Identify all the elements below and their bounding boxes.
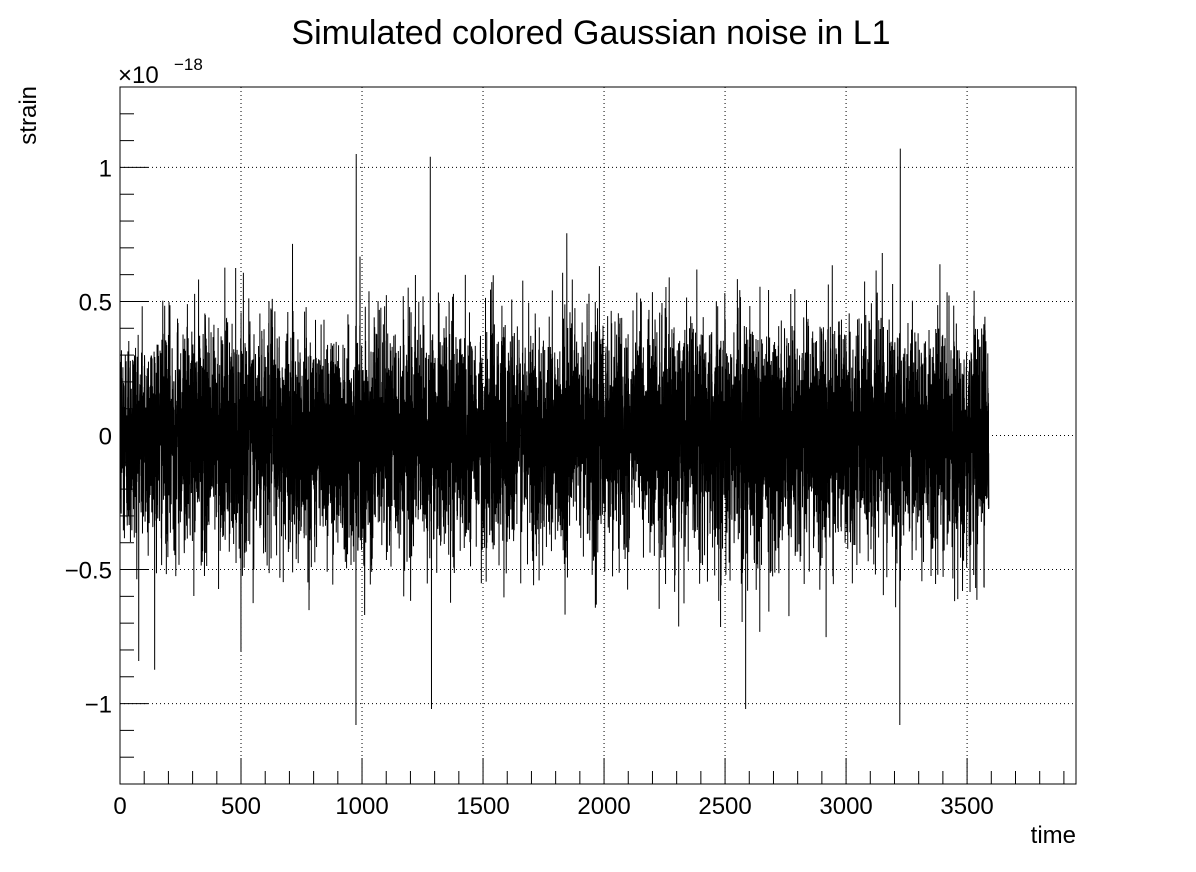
x-tick-label: 3500	[940, 793, 993, 820]
y-exponent-base: ×10	[118, 62, 159, 89]
y-exponent: ×10 −18	[118, 55, 203, 89]
x-axis-title: time	[1031, 822, 1076, 849]
y-tick-label: −1	[85, 692, 112, 719]
y-axis-title: strain	[15, 86, 42, 145]
y-tick-label: 1	[99, 155, 112, 182]
data-layer	[119, 148, 990, 726]
plot-frame	[119, 86, 1077, 785]
axis-layer: 0 500 1000 1500 2000 2500 3000 3500 −1 −0.5 0 0.5 1	[65, 113, 1065, 820]
x-tick-label: 2000	[577, 793, 630, 820]
x-tick-label: 3000	[819, 793, 872, 820]
y-exponent-power: −18	[174, 55, 203, 74]
y-tick-label: 0	[99, 424, 112, 451]
x-tick-label: 500	[221, 793, 261, 820]
x-tick-label: 2500	[698, 793, 751, 820]
noise-series-line	[119, 148, 990, 726]
chart-title: Simulated colored Gaussian noise in L1	[291, 14, 890, 52]
y-tick-label: −0.5	[65, 558, 112, 585]
x-tick-label: 1000	[335, 793, 388, 820]
x-tick-label: 1500	[456, 793, 509, 820]
y-tick-label: 0.5	[79, 289, 112, 316]
x-tick-label: 0	[113, 793, 126, 820]
